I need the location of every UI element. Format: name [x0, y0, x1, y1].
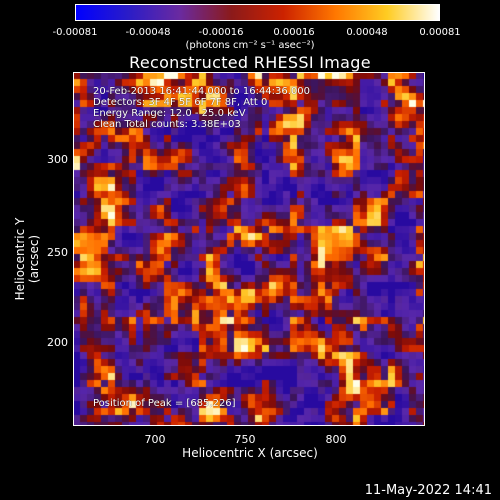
reconstructed-image [73, 72, 425, 426]
peak-position-label: Position of Peak = [685,226] [93, 398, 236, 409]
colorbar-tick: 0.00081 [419, 27, 461, 38]
colorbar-tick: -0.00048 [125, 27, 171, 38]
info-detectors: Detectors: 3F 4F 5F 6F 7F 8F, Att 0 [93, 97, 268, 108]
y-tick-label: 300 [47, 153, 68, 166]
colorbar-tick: -0.00016 [198, 27, 244, 38]
colorbar-tick: -0.00081 [52, 27, 98, 38]
plot-frame [73, 72, 425, 426]
x-tick-label: 750 [234, 433, 256, 446]
colorbar-tick: 0.00016 [273, 27, 315, 38]
y-tick-label: 200 [47, 336, 68, 349]
x-tick-label: 700 [144, 433, 166, 446]
info-energy-range: Energy Range: 12.0 - 25.0 keV [93, 108, 246, 119]
info-time-range: 20-Feb-2013 16:41:44.000 to 16:44:36.000 [93, 86, 311, 97]
x-axis-label: Heliocentric X (arcsec) [182, 446, 318, 460]
colorbar [75, 4, 440, 21]
colorbar-tick: 0.00048 [346, 27, 388, 38]
y-axis-label: Heliocentric Y (arcsec) [13, 217, 41, 301]
image-title: Reconstructed RHESSI Image [129, 53, 371, 72]
x-tick-label: 800 [325, 433, 347, 446]
timestamp-footer: 11-May-2022 14:41 [364, 483, 492, 498]
colorbar-units: (photons cm⁻² s⁻¹ asec⁻²) [185, 40, 315, 51]
y-tick-label: 250 [47, 246, 68, 259]
info-total-counts: Clean Total counts: 3.38E+03 [93, 119, 241, 130]
